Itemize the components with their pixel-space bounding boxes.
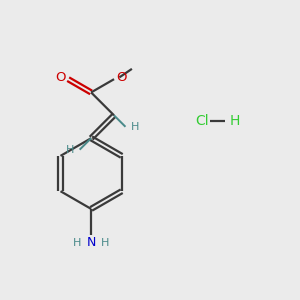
Text: O: O (56, 71, 66, 84)
Text: H: H (131, 122, 139, 132)
Text: H: H (66, 145, 74, 155)
Text: H: H (230, 114, 240, 128)
Text: N: N (86, 236, 96, 249)
Text: H: H (100, 238, 109, 248)
Text: O: O (116, 71, 127, 84)
Text: H: H (73, 238, 82, 248)
Text: Cl: Cl (195, 114, 209, 128)
